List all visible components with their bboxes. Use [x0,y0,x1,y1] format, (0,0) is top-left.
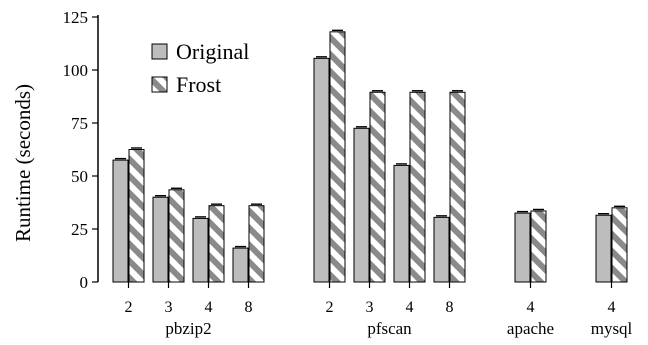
legend-label-original: Original [176,39,249,64]
bar-original-pbzip2-4 [192,217,209,283]
y-tick-label: 50 [71,167,88,186]
bar-original-pfscan-8 [433,216,450,283]
bar-original-pfscan-4 [393,164,410,283]
x-tick-label: 4 [608,299,616,316]
x-tick-label: 2 [125,299,133,316]
bar-frost-pbzip2-2 [128,149,145,283]
group-label-apache: apache [507,319,554,338]
group-label-mysql: mysql [591,319,633,338]
y-axis-label: Runtime (seconds) [11,84,35,242]
bar-frost-pbzip2-8 [248,205,265,283]
bar-frost-mysql-4 [611,207,628,283]
y-tick-label: 125 [63,8,89,27]
bar-frost-pfscan-2 [329,31,346,283]
y-tick-label: 25 [71,220,88,239]
x-tick-label: 4 [406,299,414,316]
group-label-pfscan: pfscan [367,319,412,338]
legend: Original Frost [151,39,249,97]
group-labels: pbzip2 pfscan apache mysql [165,319,632,338]
bar-original-pfscan-3 [353,127,370,283]
bar-frost-pbzip2-4 [208,205,225,283]
x-axis [127,282,613,288]
bar-original-mysql-4 [595,214,612,283]
x-tick-label: 2 [326,299,334,316]
bar-original-apache-4 [514,212,531,283]
bar-original-pbzip2-2 [112,159,129,283]
y-axis: 0 25 50 75 100 125 [63,8,99,292]
bar-original-pbzip2-3 [152,196,169,283]
x-tick-label: 3 [366,299,374,316]
x-tick-label: 8 [245,299,253,316]
bar-original-pfscan-2 [313,57,330,283]
x-tick-label: 8 [446,299,454,316]
bar-frost-pfscan-8 [449,91,466,283]
legend-label-frost: Frost [176,72,221,97]
bar-frost-apache-4 [530,210,547,283]
y-tick-label: 75 [71,114,88,133]
bar-frost-pfscan-3 [369,91,386,283]
bar-original-pbzip2-8 [232,247,249,283]
legend-swatch-original [151,43,168,60]
bar-frost-pbzip2-3 [168,189,185,283]
bars [112,29,628,283]
x-tick-label: 4 [527,299,535,316]
x-tick-label: 3 [165,299,173,316]
bar-frost-pfscan-4 [409,91,426,283]
x-tick-label: 4 [205,299,213,316]
group-label-pbzip2: pbzip2 [165,319,211,338]
legend-swatch-frost [151,76,168,93]
category-labels: 2 3 4 8 2 3 4 8 4 4 [125,299,616,316]
y-tick-label: 0 [80,273,89,292]
y-tick-label: 100 [63,61,89,80]
